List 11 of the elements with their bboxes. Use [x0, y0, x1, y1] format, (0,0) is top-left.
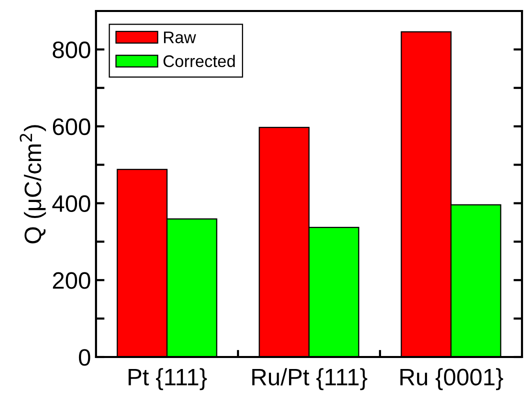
y-tick-label: 400 — [52, 195, 90, 212]
y-tick-label: 600 — [52, 118, 90, 136]
x-tick-label: Ru {0001} — [400, 368, 504, 390]
x-tick-label: Ru/Pt {111} — [252, 368, 368, 390]
y-tick-label: 0 — [78, 349, 90, 366]
y-tick-label: 200 — [52, 272, 90, 289]
y-axis-title: Q (μC/cm$^{2}$) — [20, 125, 46, 244]
legend-label: Raw — [164, 32, 196, 44]
x-tick-label: Pt {111} — [128, 368, 207, 390]
legend-label: Corrected — [164, 54, 235, 68]
y-tick-label: 800 — [52, 42, 90, 58]
